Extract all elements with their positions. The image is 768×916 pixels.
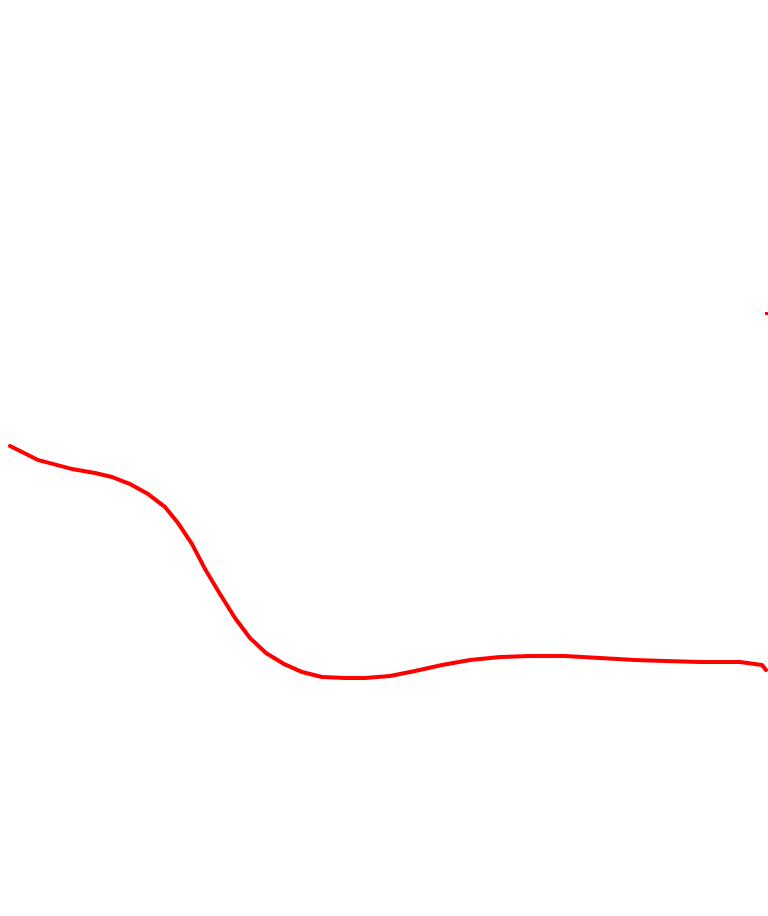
red-stroke: [8, 444, 768, 680]
red-dot: [765, 312, 768, 315]
